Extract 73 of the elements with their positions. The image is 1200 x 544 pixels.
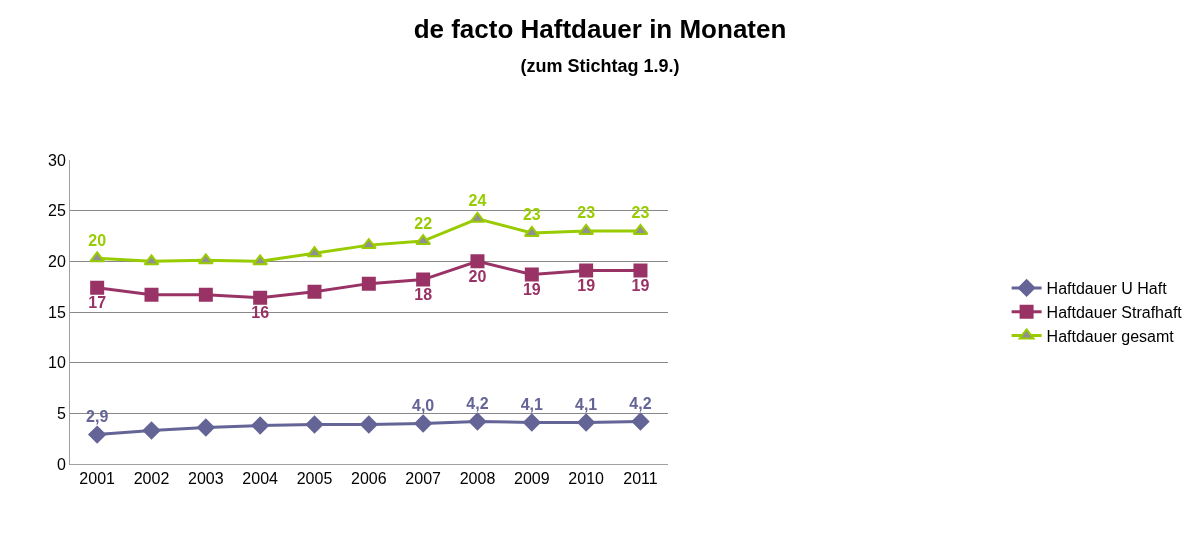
point — [361, 276, 376, 291]
point — [197, 418, 215, 437]
data-label: 17 — [88, 294, 107, 312]
point — [251, 416, 269, 435]
x-tick-label: 2008 — [459, 470, 496, 488]
data-label: 4,1 — [520, 395, 544, 413]
data-label: 4,2 — [629, 394, 652, 412]
legend-label: Haftdauer Strafhaft — [1046, 303, 1183, 321]
point — [252, 254, 269, 266]
data-label: 20 — [468, 267, 487, 285]
y-tick-label: 15 — [48, 303, 66, 321]
point — [197, 253, 214, 265]
data-label: 19 — [522, 281, 541, 299]
point — [414, 414, 432, 433]
point — [632, 223, 649, 235]
x-tick-label: 2004 — [242, 470, 279, 488]
y-tick-label: 20 — [48, 252, 66, 270]
data-label: 4,2 — [466, 394, 489, 412]
x-tick-label: 2009 — [514, 470, 550, 488]
point — [198, 287, 213, 302]
chart-title: de facto Haftdauer in Monaten — [413, 14, 787, 45]
point — [524, 267, 539, 282]
y-tick-label: 0 — [56, 455, 66, 473]
x-tick-label: 2007 — [405, 470, 442, 488]
legend-label: Haftdauer U Haft — [1046, 280, 1168, 298]
point — [89, 251, 106, 263]
data-label: 20 — [88, 231, 107, 249]
data-label: 23 — [577, 204, 596, 222]
data-label: 23 — [631, 204, 650, 222]
y-tick-label: 10 — [48, 354, 66, 372]
data-label: 4,1 — [575, 395, 598, 413]
point — [633, 263, 648, 278]
point — [579, 263, 594, 278]
y-tick-label: 25 — [48, 202, 66, 220]
point — [416, 272, 431, 287]
point — [578, 223, 595, 235]
x-tick-label: 2006 — [351, 470, 387, 488]
data-label: 18 — [414, 286, 433, 304]
point — [307, 284, 322, 299]
data-label: 22 — [414, 214, 433, 232]
y-tick-label: 5 — [56, 404, 66, 422]
data-label: 4,0 — [412, 396, 435, 414]
point — [468, 412, 487, 431]
data-label: 19 — [631, 276, 650, 294]
point — [90, 280, 105, 295]
chart-subtitle: (zum Stichtag 1.9.) — [520, 55, 680, 76]
x-tick-label: 2001 — [79, 470, 116, 488]
x-tick-label: 2011 — [623, 470, 658, 488]
x-tick-label: 2005 — [296, 470, 333, 488]
point — [523, 413, 541, 432]
legend-label: Haftdauer gesamt — [1046, 327, 1175, 345]
data-label: 23 — [522, 206, 541, 224]
point — [144, 287, 159, 302]
point — [470, 254, 485, 269]
point — [88, 425, 106, 444]
point — [305, 415, 324, 434]
point — [142, 421, 161, 440]
data-label: 24 — [468, 192, 487, 210]
point — [415, 234, 432, 246]
point — [253, 290, 268, 305]
point — [469, 211, 486, 223]
x-tick-label: 2003 — [188, 470, 224, 488]
data-label: 19 — [577, 276, 596, 294]
y-tick-label: 30 — [48, 151, 66, 169]
point — [306, 246, 323, 258]
x-tick-label: 2002 — [133, 470, 170, 488]
point — [360, 238, 377, 250]
point — [360, 415, 378, 434]
x-tick-label: 2010 — [568, 470, 605, 488]
point — [631, 412, 650, 431]
point — [577, 413, 595, 432]
point — [143, 254, 160, 266]
point — [523, 225, 540, 237]
